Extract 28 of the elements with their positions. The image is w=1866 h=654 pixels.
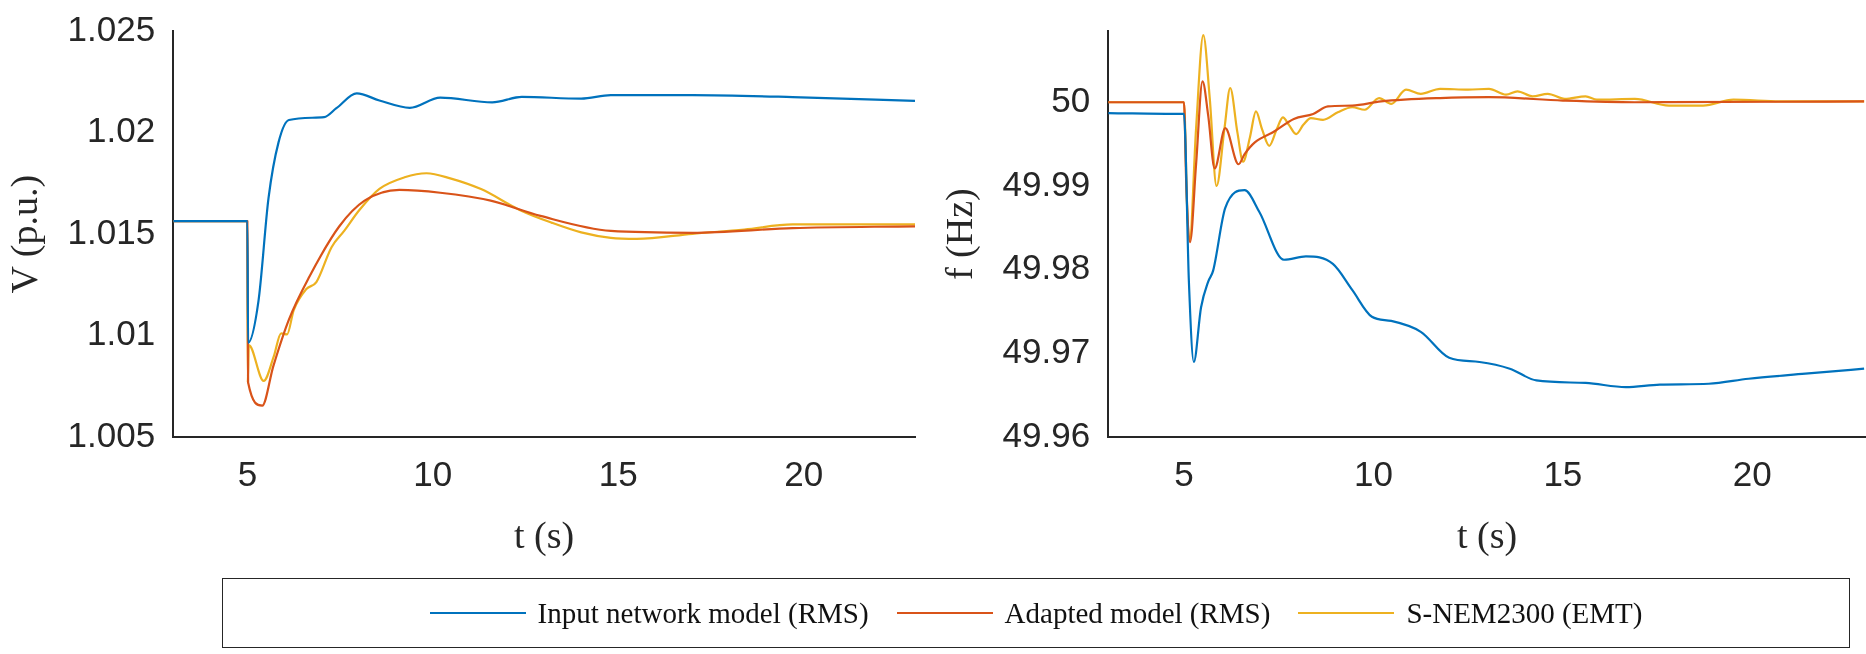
y-tick-label: 49.99 bbox=[1002, 163, 1091, 203]
y-axis-title: f (Hz) bbox=[937, 188, 981, 281]
legend-label: S-NEM2300 (EMT) bbox=[1406, 596, 1643, 630]
legend-label: Input network model (RMS) bbox=[537, 596, 869, 630]
y-tick-label: 1.025 bbox=[67, 8, 156, 48]
line-series bbox=[1108, 80, 1866, 244]
y-tick-label: 1.02 bbox=[87, 110, 156, 150]
y-tick-label: 49.98 bbox=[1002, 247, 1091, 287]
legend-label: Adapted model (RMS) bbox=[1004, 596, 1271, 630]
x-tick-label: 15 bbox=[598, 454, 638, 494]
y-axis-title: V (p.u.) bbox=[2, 174, 46, 294]
x-tick-label: 20 bbox=[1732, 454, 1772, 494]
x-tick-label: 20 bbox=[784, 454, 824, 494]
x-tick-label: 15 bbox=[1543, 454, 1583, 494]
x-tick-label: 5 bbox=[1174, 454, 1194, 494]
y-tick-label: 1.01 bbox=[87, 313, 156, 353]
x-tick-label: 10 bbox=[413, 454, 453, 494]
x-tick-label: 10 bbox=[1353, 454, 1393, 494]
x-tick-label: 5 bbox=[237, 454, 258, 494]
y-tick-label: 50 bbox=[1051, 79, 1091, 119]
y-tick-label: 1.005 bbox=[67, 415, 156, 455]
line-series bbox=[1108, 112, 1866, 389]
y-tick-label: 1.015 bbox=[67, 211, 156, 251]
y-tick-label: 49.97 bbox=[1002, 331, 1091, 371]
x-axis-title: t (s) bbox=[1457, 514, 1518, 558]
x-axis-title: t (s) bbox=[514, 514, 575, 558]
y-tick-label: 49.96 bbox=[1002, 415, 1091, 455]
line-series bbox=[173, 92, 915, 344]
